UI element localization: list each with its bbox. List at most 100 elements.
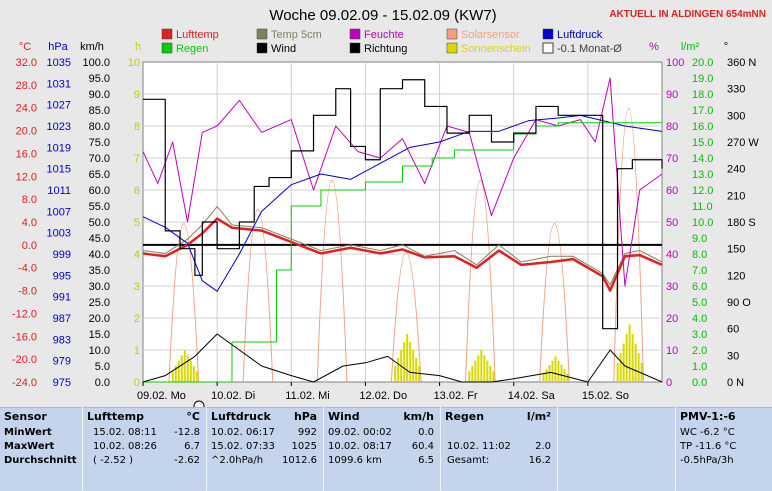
separator	[323, 407, 324, 490]
axis-tick-sun: 8	[134, 121, 140, 133]
scroll-handle[interactable]	[193, 400, 205, 407]
axis-tick-rain: 9.0	[692, 233, 707, 245]
legend-label: Temp 5cm	[271, 29, 322, 41]
axis-tick-pressure: 1035	[47, 57, 71, 69]
lufttemp-max-value: 6.7	[184, 441, 200, 452]
label-sensor: Sensor	[4, 410, 47, 423]
axis-tick-rain: 10.0	[692, 217, 713, 229]
axis-tick-sun: 6	[134, 185, 140, 197]
x-tick-label: 10.02. Di	[211, 390, 255, 402]
axis-tick-temp: 24.0	[16, 103, 37, 115]
axis-tick-sun: 9	[134, 89, 140, 101]
axis-tick-rain: 5.0	[692, 297, 707, 309]
legend-label: Sonnenschein	[461, 43, 531, 55]
axis-tick-wind: 25.0	[89, 297, 110, 309]
axis-tick-pressure: 983	[53, 334, 71, 346]
wind-max-time: 10.02. 08:17	[328, 441, 392, 452]
legend-swatch	[446, 28, 458, 40]
sunshine-bar	[622, 343, 625, 382]
axis-tick-direction: 360 N	[727, 57, 756, 69]
axis-tick-direction: 180 S	[727, 217, 756, 229]
axis-tick-humidity: 0	[666, 377, 672, 389]
sunshine-bar	[551, 360, 554, 382]
separator	[557, 407, 558, 490]
axis-tick-rain: 0.0	[692, 377, 707, 389]
axis-tick-temp: -12.0	[12, 308, 37, 320]
legend-item-regen: Regen	[161, 42, 208, 55]
lufttemp-min-time: 15.02. 08:11	[93, 427, 157, 438]
axis-tick-temp: 4.0	[22, 217, 37, 229]
axes: 32.028.024.020.016.012.08.04.00.0-4.0-8.…	[12, 41, 759, 389]
axis-tick-rain: 7.0	[692, 265, 707, 277]
series-solarsensor	[168, 107, 644, 383]
axis-tick-direction: 120	[727, 270, 745, 282]
axis-tick-wind: 10.0	[89, 345, 110, 357]
sunshine-bar	[409, 342, 412, 382]
axis-tick-temp: 20.0	[16, 126, 37, 138]
axis-tick-rain: 13.0	[692, 169, 713, 181]
axis-tick-pressure: 1007	[47, 206, 71, 218]
axis-tick-direction: 300	[727, 110, 745, 122]
lufttemp-unit: °C	[186, 410, 200, 423]
axis-tick-pressure: 1011	[47, 185, 71, 197]
sunshine-bar	[545, 369, 548, 382]
sunshine-bar	[560, 364, 563, 382]
sunshine-bar	[492, 371, 495, 382]
separator	[206, 407, 207, 490]
axis-label-wind: km/h	[80, 41, 104, 53]
pmv-pressure-trend: -0.5hPa/3h	[680, 455, 734, 466]
wind-title: Wind	[328, 410, 360, 423]
axis-tick-wind: 50.0	[89, 217, 110, 229]
sunshine-bar	[619, 353, 622, 382]
sunshine-bar	[180, 355, 183, 382]
regen-total-label: Gesamt:	[447, 455, 490, 466]
sunshine-bar	[486, 360, 489, 382]
summary-lufttemp: Lufttemp °C 15.02. 08:11 -12.8 10.02. 08:2…	[83, 407, 206, 491]
legend-item-sonnenschein: Sonnenschein	[446, 42, 531, 55]
regen-max-time: 10.02. 11:02	[447, 441, 511, 452]
axis-tick-pressure: 1023	[47, 121, 71, 133]
luftdruck-trend: ^2.0hPa/h	[211, 455, 264, 466]
axis-tick-direction: 90 O	[727, 297, 751, 309]
legend-label: Feuchte	[364, 29, 404, 41]
axis-tick-wind: 15.0	[89, 329, 110, 341]
sunshine-bar	[415, 358, 418, 382]
axis-tick-rain: 15.0	[692, 137, 713, 149]
axis-tick-rain: 16.0	[692, 121, 713, 133]
axis-label-humidity: %	[649, 41, 659, 53]
axis-tick-temp: -24.0	[12, 377, 37, 389]
axis-tick-sun: 1	[134, 345, 140, 357]
legend-item-feuchte: Feuchte	[349, 28, 404, 41]
summary-pmv: PMV-1:-6 WC -6.2 °C TP -11.6 °C -0.5hPa/…	[676, 407, 772, 491]
series-richtung	[143, 79, 663, 330]
sunshine-bar	[625, 334, 628, 382]
sunshine-bar	[412, 350, 415, 382]
axis-tick-pressure: 1003	[47, 228, 71, 240]
axis-label-temp: °C	[19, 41, 31, 53]
axis-tick-pressure: 979	[53, 356, 71, 368]
sunshine-bar	[394, 366, 397, 382]
legend-swatch	[349, 42, 361, 54]
sunshine-bar	[640, 362, 643, 382]
axis-tick-direction: 270 W	[727, 137, 759, 149]
lufttemp-min-value: -12.8	[174, 427, 200, 438]
regen-max-value: 2.0	[535, 441, 551, 452]
sunshine-bar	[637, 353, 640, 382]
sunshine-bar	[557, 360, 560, 382]
axis-tick-wind: 90.0	[89, 89, 110, 101]
sunshine-bar	[186, 355, 189, 382]
axis-tick-humidity: 60	[666, 185, 678, 197]
sunshine-bar	[406, 334, 409, 382]
lufttemp-avg-note: ( -2.52 )	[93, 455, 134, 466]
series-feuchte	[142, 77, 663, 287]
legend-swatch	[446, 42, 458, 54]
series-lufttemp	[142, 217, 663, 292]
sunshine-bar	[471, 366, 474, 382]
regen-total-value: 16.2	[528, 455, 551, 466]
axis-tick-humidity: 80	[666, 121, 678, 133]
axis-tick-rain: 11.0	[692, 201, 713, 213]
axis-tick-rain: 6.0	[692, 281, 707, 293]
luftdruck-unit: hPa	[293, 410, 317, 423]
sunshine-bar	[397, 358, 400, 382]
legend-item-lufttemp: Lufttemp	[161, 28, 219, 41]
